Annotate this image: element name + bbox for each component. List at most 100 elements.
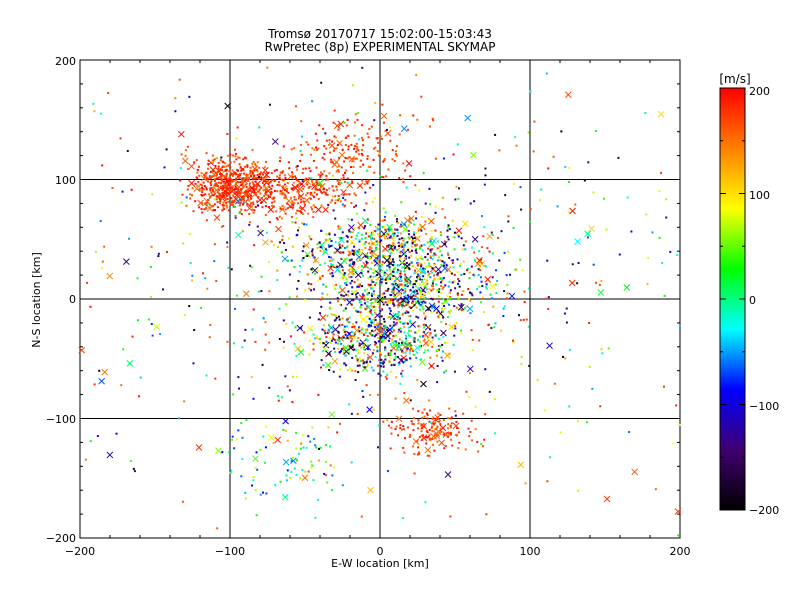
scatter-point — [468, 271, 471, 274]
scatter-point — [268, 195, 271, 198]
scatter-point — [286, 439, 289, 442]
scatter-point — [392, 340, 395, 343]
scatter-point — [369, 394, 372, 397]
scatter-cross — [311, 183, 318, 190]
scatter-point — [432, 288, 435, 291]
scatter-point — [197, 180, 200, 183]
scatter-point — [260, 176, 263, 179]
scatter-point — [345, 124, 348, 127]
scatter-point — [347, 218, 350, 221]
scatter-point — [382, 160, 385, 163]
scatter-point — [385, 282, 388, 285]
scatter-cross — [213, 214, 221, 221]
scatter-point — [403, 331, 406, 334]
scatter-point — [389, 270, 392, 273]
scatter-point — [418, 325, 421, 328]
scatter-point — [222, 185, 225, 188]
scatter-point — [418, 302, 421, 305]
scatter-point — [231, 438, 234, 441]
scatter-point — [293, 198, 296, 201]
scatter-point — [244, 183, 247, 186]
scatter-point — [406, 322, 409, 325]
scatter-point — [426, 258, 429, 261]
scatter-point — [330, 313, 333, 316]
scatter-point — [645, 213, 648, 216]
scatter-point — [358, 298, 361, 301]
scatter-point — [462, 412, 465, 415]
scatter-point — [393, 358, 396, 361]
scatter-point — [421, 411, 424, 414]
scatter-point — [358, 364, 361, 367]
scatter-point — [437, 300, 440, 303]
scatter-point — [418, 288, 421, 291]
scatter-point — [406, 347, 409, 350]
scatter-point — [204, 277, 207, 280]
scatter-point — [345, 234, 348, 237]
scatter-point — [377, 154, 380, 157]
scatter-point — [484, 167, 487, 170]
scatter-point — [442, 277, 445, 280]
scatter-point — [415, 332, 418, 335]
scatter-cross — [484, 276, 492, 283]
scatter-point — [237, 201, 240, 204]
scatter-cross — [333, 122, 341, 130]
scatter-point — [320, 229, 323, 232]
scatter-point — [415, 279, 418, 282]
scatter-point — [339, 351, 342, 354]
scatter-point — [323, 188, 326, 191]
scatter-point — [219, 169, 222, 172]
scatter-point — [416, 378, 419, 381]
scatter-point — [226, 178, 229, 181]
scatter-point — [307, 470, 310, 473]
scatter-cross — [433, 432, 441, 440]
scatter-point — [384, 346, 387, 349]
scatter-point — [300, 153, 303, 156]
scatter-point — [438, 245, 441, 248]
scatter-point — [433, 449, 436, 452]
scatter-cross — [403, 397, 410, 404]
scatter-point — [384, 211, 387, 214]
scatter-point — [412, 429, 415, 432]
scatter-point — [519, 258, 522, 261]
scatter-point — [346, 320, 349, 323]
scatter-point — [403, 292, 406, 295]
scatter-point — [205, 186, 208, 189]
scatter-point — [189, 261, 192, 264]
scatter-point — [247, 179, 250, 182]
scatter-point — [386, 316, 389, 319]
scatter-point — [443, 240, 446, 243]
scatter-point — [466, 267, 469, 270]
scatter-point — [370, 292, 373, 295]
scatter-point — [242, 169, 245, 172]
scatter-point — [252, 183, 255, 186]
scatter-point — [661, 261, 664, 264]
scatter-point — [319, 277, 322, 280]
scatter-point — [677, 534, 680, 537]
scatter-point — [325, 189, 328, 192]
scatter-point — [183, 400, 186, 403]
scatter-point — [355, 234, 358, 237]
scatter-point — [328, 259, 331, 262]
scatter-point — [358, 342, 361, 345]
scatter-point — [356, 292, 359, 295]
scatter-point — [464, 448, 467, 451]
scatter-cross — [424, 305, 432, 312]
scatter-point — [346, 294, 349, 297]
scatter-point — [329, 301, 332, 304]
scatter-point — [384, 234, 387, 237]
scatter-point — [276, 279, 279, 282]
scatter-point — [348, 276, 351, 279]
scatter-point — [484, 413, 487, 416]
scatter-point — [399, 251, 402, 254]
scatter-point — [332, 209, 335, 212]
scatter-point — [483, 183, 486, 186]
scatter-point — [405, 303, 408, 306]
scatter-point — [255, 168, 258, 171]
scatter-point — [212, 189, 215, 192]
scatter-point — [488, 250, 491, 253]
scatter-point — [337, 291, 340, 294]
scatter-point — [281, 238, 284, 241]
scatter-point — [320, 204, 323, 207]
scatter-point — [483, 438, 486, 441]
scatter-cross — [357, 221, 365, 229]
